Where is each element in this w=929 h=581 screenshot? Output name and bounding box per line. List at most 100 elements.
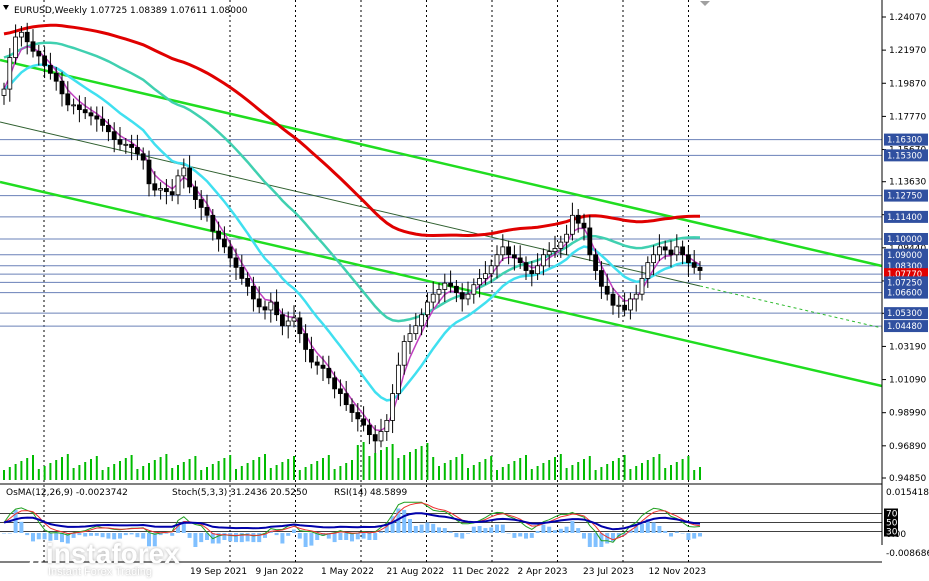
candle-body [175, 175, 181, 196]
price-tick-label: 0.98990 [889, 409, 926, 419]
osma-bar [541, 524, 546, 533]
osma-bar [512, 533, 517, 538]
stoch-main-line [3, 501, 701, 543]
osma-bar [176, 526, 180, 533]
level-tag-label: 1.07250 [887, 278, 922, 288]
osma-bar [390, 516, 395, 533]
osma-bar [170, 533, 175, 536]
candle-body [697, 266, 703, 271]
osma-bar [158, 533, 163, 536]
osma-bar [692, 533, 697, 539]
candle-body [239, 266, 245, 279]
osma-bar [332, 533, 337, 543]
rsi-label: RSI(14) 48.5899 [334, 488, 407, 498]
osma-bar [425, 522, 430, 533]
osma-bar [280, 533, 285, 544]
candle-body [448, 282, 454, 287]
level-tag-label: 1.05300 [887, 309, 922, 319]
osma-bar [228, 533, 233, 542]
osma-bar [471, 526, 476, 533]
candle-body [129, 143, 135, 148]
candle-body [320, 364, 326, 369]
time-label: 23 Jul 2023 [583, 567, 634, 577]
ma-cyan [3, 63, 701, 402]
osma-bar [205, 533, 209, 540]
indicator-tick-label: -0.008686 [886, 549, 929, 559]
brand-name: instaforex [46, 538, 180, 569]
osma-bar [535, 530, 540, 533]
osma-bar [89, 533, 93, 536]
candle-body [245, 278, 251, 287]
candle-body [53, 72, 59, 82]
candle-body [575, 214, 581, 224]
level-tag-label: 1.08300 [887, 262, 922, 272]
osma-bar [698, 533, 702, 537]
candle-body [59, 80, 65, 95]
osma-bar [355, 533, 360, 540]
candle-body [477, 278, 483, 286]
candle-body [395, 364, 401, 394]
candle-body [512, 254, 517, 259]
rsi-line [3, 512, 701, 531]
candle-body [587, 227, 593, 256]
level-tag-label: 1.07770 [887, 270, 922, 280]
candle-body [465, 293, 471, 300]
candle-body [657, 246, 662, 256]
osma-bar [77, 533, 82, 536]
osma-bar [13, 509, 18, 533]
candle-body [680, 246, 685, 256]
osma-bar [350, 533, 354, 542]
candle-body [250, 285, 256, 300]
candle-body [599, 270, 604, 287]
candle-body [535, 265, 540, 275]
candle-body [274, 301, 280, 316]
candle-body [523, 262, 529, 271]
candles [1, 22, 703, 454]
candle-body [517, 257, 523, 264]
osma-bar [576, 528, 581, 533]
osma-bar [123, 533, 128, 536]
osma-bar [663, 530, 668, 533]
candle-body [303, 333, 309, 350]
time-label: 11 Dec 2022 [452, 567, 510, 577]
osma-bar [303, 533, 308, 547]
osma-bar [524, 533, 528, 539]
candle-body [384, 420, 390, 432]
osma-bar [48, 533, 53, 541]
level-tag [884, 232, 928, 245]
candle-body [343, 393, 349, 406]
candle-body [564, 233, 569, 243]
osma-bar [135, 533, 140, 538]
osma-bar [495, 524, 499, 533]
osma-bar [129, 533, 134, 535]
candle-body [610, 293, 616, 306]
osma-bar [547, 526, 552, 533]
time-axis: 19 Sep 2021 9 Jan 2022 1 May 2022 21 Aug 20… [190, 567, 706, 577]
candle-body [227, 246, 233, 259]
candle-body [546, 251, 552, 256]
indicator-tick-label: 50 [886, 519, 898, 529]
candle-body [158, 188, 164, 191]
osma-bar [31, 533, 35, 542]
osma-bar [83, 533, 88, 537]
symbol-line: EURUSD,Weekly 1.07725 1.08389 1.07611 1.… [14, 6, 248, 16]
osma-bar [674, 531, 679, 533]
osma-bar [564, 526, 569, 533]
candle-body [82, 109, 88, 114]
osma-bar [379, 531, 383, 533]
osma-bar [553, 530, 557, 533]
osma-bar [297, 533, 302, 539]
stoch-label: Stoch(5,3,3) 31.2436 20.5250 [172, 488, 308, 498]
candle-body [187, 167, 193, 188]
osma-bar [239, 533, 244, 543]
candle-body [337, 388, 343, 394]
level-tag [884, 149, 928, 162]
candle-body [65, 93, 71, 106]
osma-bar [152, 533, 157, 547]
osma-bar [245, 533, 250, 542]
candle-body [442, 282, 448, 290]
candle-body [297, 317, 303, 335]
osma-bar [193, 533, 198, 547]
osma-bar [147, 533, 151, 547]
